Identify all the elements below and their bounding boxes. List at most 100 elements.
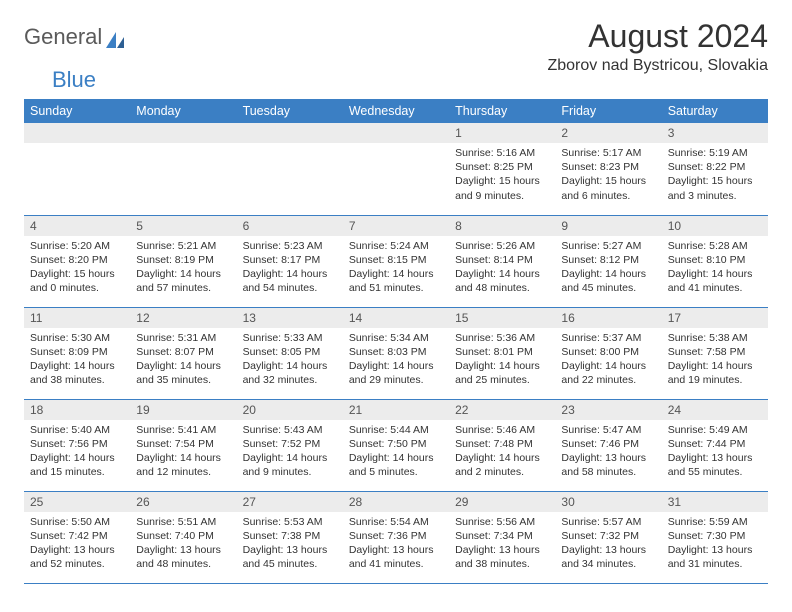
sunrise-line: Sunrise: 5:49 AM: [668, 423, 762, 437]
sunrise-line: Sunrise: 5:50 AM: [30, 515, 124, 529]
day-number: 14: [343, 308, 449, 328]
sunrise-line: Sunrise: 5:40 AM: [30, 423, 124, 437]
calendar-cell: 12Sunrise: 5:31 AMSunset: 8:07 PMDayligh…: [130, 307, 236, 399]
sunset-line: Sunset: 7:44 PM: [668, 437, 762, 451]
day-header: Sunday: [24, 99, 130, 123]
sunset-line: Sunset: 8:09 PM: [30, 345, 124, 359]
day-number-empty: [24, 123, 130, 143]
day-header: Wednesday: [343, 99, 449, 123]
day-number: 17: [662, 308, 768, 328]
daylight-line: Daylight: 13 hours and 41 minutes.: [349, 543, 443, 571]
day-content: Sunrise: 5:33 AMSunset: 8:05 PMDaylight:…: [237, 328, 343, 391]
day-content: Sunrise: 5:28 AMSunset: 8:10 PMDaylight:…: [662, 236, 768, 299]
day-content: Sunrise: 5:16 AMSunset: 8:25 PMDaylight:…: [449, 143, 555, 206]
calendar-cell: 30Sunrise: 5:57 AMSunset: 7:32 PMDayligh…: [555, 491, 661, 583]
day-number: 2: [555, 123, 661, 143]
sunrise-line: Sunrise: 5:20 AM: [30, 239, 124, 253]
day-content: Sunrise: 5:38 AMSunset: 7:58 PMDaylight:…: [662, 328, 768, 391]
daylight-line: Daylight: 14 hours and 38 minutes.: [30, 359, 124, 387]
sunrise-line: Sunrise: 5:28 AM: [668, 239, 762, 253]
calendar-cell: 26Sunrise: 5:51 AMSunset: 7:40 PMDayligh…: [130, 491, 236, 583]
sunset-line: Sunset: 7:54 PM: [136, 437, 230, 451]
sunrise-line: Sunrise: 5:59 AM: [668, 515, 762, 529]
sunrise-line: Sunrise: 5:51 AM: [136, 515, 230, 529]
day-content: Sunrise: 5:34 AMSunset: 8:03 PMDaylight:…: [343, 328, 449, 391]
day-number: 10: [662, 216, 768, 236]
day-content: Sunrise: 5:17 AMSunset: 8:23 PMDaylight:…: [555, 143, 661, 206]
sunrise-line: Sunrise: 5:24 AM: [349, 239, 443, 253]
sunset-line: Sunset: 7:42 PM: [30, 529, 124, 543]
sunrise-line: Sunrise: 5:54 AM: [349, 515, 443, 529]
calendar-cell: 20Sunrise: 5:43 AMSunset: 7:52 PMDayligh…: [237, 399, 343, 491]
sunrise-line: Sunrise: 5:44 AM: [349, 423, 443, 437]
calendar-cell: 16Sunrise: 5:37 AMSunset: 8:00 PMDayligh…: [555, 307, 661, 399]
sunset-line: Sunset: 7:32 PM: [561, 529, 655, 543]
daylight-line: Daylight: 13 hours and 45 minutes.: [243, 543, 337, 571]
day-content: Sunrise: 5:50 AMSunset: 7:42 PMDaylight:…: [24, 512, 130, 575]
day-header: Monday: [130, 99, 236, 123]
sunrise-line: Sunrise: 5:31 AM: [136, 331, 230, 345]
day-content: Sunrise: 5:26 AMSunset: 8:14 PMDaylight:…: [449, 236, 555, 299]
daylight-line: Daylight: 13 hours and 31 minutes.: [668, 543, 762, 571]
daylight-line: Daylight: 14 hours and 5 minutes.: [349, 451, 443, 479]
sunset-line: Sunset: 8:10 PM: [668, 253, 762, 267]
day-content: Sunrise: 5:21 AMSunset: 8:19 PMDaylight:…: [130, 236, 236, 299]
calendar-week: 4Sunrise: 5:20 AMSunset: 8:20 PMDaylight…: [24, 215, 768, 307]
daylight-line: Daylight: 14 hours and 29 minutes.: [349, 359, 443, 387]
sunset-line: Sunset: 7:38 PM: [243, 529, 337, 543]
day-content: Sunrise: 5:56 AMSunset: 7:34 PMDaylight:…: [449, 512, 555, 575]
day-number: 20: [237, 400, 343, 420]
calendar-cell: 11Sunrise: 5:30 AMSunset: 8:09 PMDayligh…: [24, 307, 130, 399]
sunrise-line: Sunrise: 5:23 AM: [243, 239, 337, 253]
day-number-empty: [343, 123, 449, 143]
sunset-line: Sunset: 8:07 PM: [136, 345, 230, 359]
day-number: 26: [130, 492, 236, 512]
calendar-cell: 10Sunrise: 5:28 AMSunset: 8:10 PMDayligh…: [662, 215, 768, 307]
calendar-cell: 19Sunrise: 5:41 AMSunset: 7:54 PMDayligh…: [130, 399, 236, 491]
day-number: 23: [555, 400, 661, 420]
day-number: 25: [24, 492, 130, 512]
day-content: Sunrise: 5:44 AMSunset: 7:50 PMDaylight:…: [343, 420, 449, 483]
sunset-line: Sunset: 7:52 PM: [243, 437, 337, 451]
calendar-cell: 28Sunrise: 5:54 AMSunset: 7:36 PMDayligh…: [343, 491, 449, 583]
day-content: Sunrise: 5:24 AMSunset: 8:15 PMDaylight:…: [343, 236, 449, 299]
day-number: 27: [237, 492, 343, 512]
sunset-line: Sunset: 8:25 PM: [455, 160, 549, 174]
calendar-cell: 14Sunrise: 5:34 AMSunset: 8:03 PMDayligh…: [343, 307, 449, 399]
daylight-line: Daylight: 14 hours and 57 minutes.: [136, 267, 230, 295]
sunrise-line: Sunrise: 5:30 AM: [30, 331, 124, 345]
day-number: 8: [449, 216, 555, 236]
sunset-line: Sunset: 8:17 PM: [243, 253, 337, 267]
sunset-line: Sunset: 8:15 PM: [349, 253, 443, 267]
sunset-line: Sunset: 8:00 PM: [561, 345, 655, 359]
sunset-line: Sunset: 8:03 PM: [349, 345, 443, 359]
day-header: Saturday: [662, 99, 768, 123]
calendar-cell: 22Sunrise: 5:46 AMSunset: 7:48 PMDayligh…: [449, 399, 555, 491]
daylight-line: Daylight: 14 hours and 9 minutes.: [243, 451, 337, 479]
calendar-cell: 31Sunrise: 5:59 AMSunset: 7:30 PMDayligh…: [662, 491, 768, 583]
calendar-cell: 13Sunrise: 5:33 AMSunset: 8:05 PMDayligh…: [237, 307, 343, 399]
sunset-line: Sunset: 7:46 PM: [561, 437, 655, 451]
calendar-cell: 6Sunrise: 5:23 AMSunset: 8:17 PMDaylight…: [237, 215, 343, 307]
day-content: Sunrise: 5:59 AMSunset: 7:30 PMDaylight:…: [662, 512, 768, 575]
calendar-cell: 29Sunrise: 5:56 AMSunset: 7:34 PMDayligh…: [449, 491, 555, 583]
daylight-line: Daylight: 14 hours and 54 minutes.: [243, 267, 337, 295]
day-number: 13: [237, 308, 343, 328]
day-number: 9: [555, 216, 661, 236]
day-number: 29: [449, 492, 555, 512]
sunset-line: Sunset: 8:01 PM: [455, 345, 549, 359]
daylight-line: Daylight: 14 hours and 2 minutes.: [455, 451, 549, 479]
day-content: Sunrise: 5:47 AMSunset: 7:46 PMDaylight:…: [555, 420, 661, 483]
calendar-cell: [130, 123, 236, 215]
daylight-line: Daylight: 14 hours and 15 minutes.: [30, 451, 124, 479]
day-number: 22: [449, 400, 555, 420]
sunrise-line: Sunrise: 5:57 AM: [561, 515, 655, 529]
day-content: Sunrise: 5:36 AMSunset: 8:01 PMDaylight:…: [449, 328, 555, 391]
day-number-empty: [237, 123, 343, 143]
sunrise-line: Sunrise: 5:19 AM: [668, 146, 762, 160]
daylight-line: Daylight: 14 hours and 35 minutes.: [136, 359, 230, 387]
daylight-line: Daylight: 14 hours and 32 minutes.: [243, 359, 337, 387]
sunrise-line: Sunrise: 5:27 AM: [561, 239, 655, 253]
daylight-line: Daylight: 13 hours and 52 minutes.: [30, 543, 124, 571]
daylight-line: Daylight: 14 hours and 12 minutes.: [136, 451, 230, 479]
